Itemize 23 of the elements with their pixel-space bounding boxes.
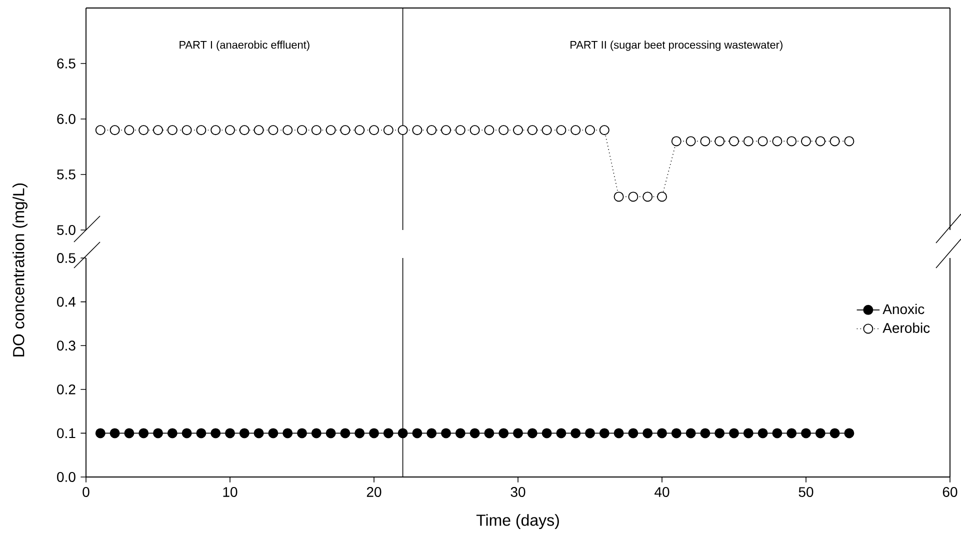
x-tick-label: 30: [510, 487, 526, 497]
y-tick-label: 0.1: [57, 428, 76, 438]
annotation: PART I (anaerobic effluent): [180, 40, 310, 51]
y-tick-label: 5.5: [57, 170, 76, 180]
legend-label: Aerobic: [882, 322, 930, 333]
y-tick-label: 0.2: [57, 384, 76, 394]
x-tick-label: 0: [82, 487, 90, 497]
y-tick-label: 6.5: [57, 58, 76, 68]
y-axis-title: DO concentration (mg/L): [12, 183, 28, 356]
x-tick-label: 50: [798, 487, 814, 497]
x-tick-label: 10: [223, 487, 238, 497]
legend-label: Anoxic: [882, 304, 924, 314]
annotation: PART II (sugar beet processing wastewater): [570, 40, 782, 51]
y-tick-label: 0.0: [57, 472, 76, 482]
y-tick-label: 0.3: [57, 340, 76, 351]
x-tick-label: 60: [942, 487, 958, 497]
y-tick-label: 5.0: [57, 225, 76, 235]
x-tick-label: 20: [366, 487, 382, 497]
y-tick-label: 0.5: [57, 253, 76, 263]
y-tick-label: 0.4: [57, 296, 76, 307]
x-axis-title: Time (days): [476, 514, 559, 530]
y-tick-label: 6.0: [57, 114, 76, 124]
x-tick-label: 40: [654, 487, 670, 497]
